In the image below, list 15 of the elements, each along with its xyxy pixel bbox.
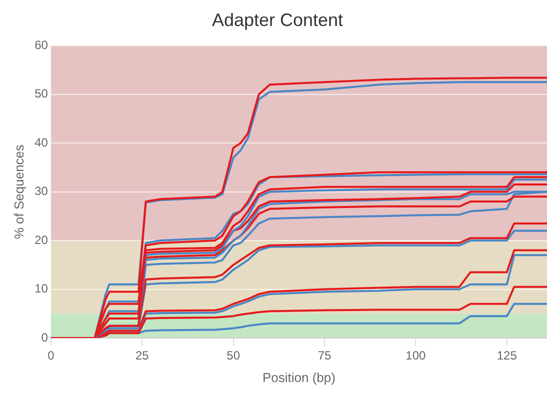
y-tick-label: 50 (34, 86, 48, 101)
chart-title: Adapter Content (212, 10, 344, 30)
y-tick-label: 0 (41, 330, 48, 344)
x-tick-label: 25 (135, 348, 150, 363)
x-tick-label: 100 (406, 348, 426, 363)
x-tick-label: 50 (226, 348, 240, 363)
y-tick-label: 20 (34, 232, 48, 247)
x-tick-label: 75 (318, 348, 332, 363)
y-tick-label: 30 (34, 184, 48, 198)
y-tick-label: 10 (34, 282, 48, 296)
y-tick-label: 60 (34, 38, 48, 52)
x-tick-label: 125 (496, 348, 518, 363)
y-axis-title: % of Sequences (11, 144, 26, 240)
y-tick-label: 40 (34, 135, 48, 150)
x-axis-title: Position (bp) (262, 370, 336, 385)
